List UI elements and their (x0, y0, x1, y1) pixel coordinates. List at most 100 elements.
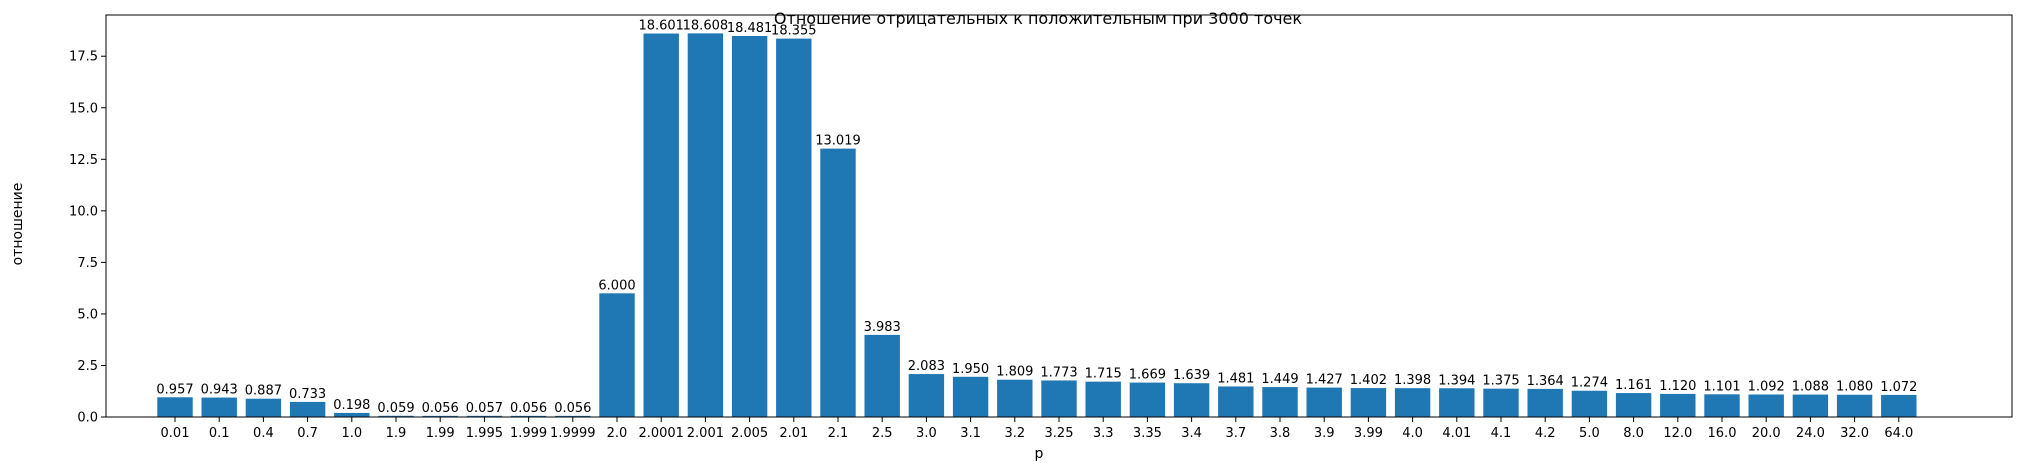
bar (1483, 388, 1519, 417)
bar (731, 36, 768, 417)
y-tick-label: 12.5 (69, 153, 98, 168)
bar (555, 415, 591, 417)
bar (1394, 388, 1431, 417)
bar (157, 397, 193, 417)
x-tick-label: 3.35 (1133, 426, 1162, 441)
bar (908, 374, 945, 417)
data-label: 13.019 (815, 134, 861, 149)
data-label: 3.983 (864, 320, 901, 335)
data-label: 0.056 (510, 401, 547, 416)
bar (1748, 394, 1784, 417)
x-tick-label: 4.0 (1402, 426, 1423, 441)
x-tick-label: 1.995 (466, 426, 503, 441)
y-tick-label: 7.5 (77, 256, 98, 271)
x-tick-label: 2.001 (687, 426, 724, 441)
data-label: 1.080 (1836, 380, 1873, 395)
bar (1041, 380, 1077, 417)
x-tick-label: 4.01 (1442, 426, 1471, 441)
x-tick-label: 3.0 (916, 426, 937, 441)
x-tick-label: 5.0 (1579, 426, 1600, 441)
data-label: 18.355 (771, 24, 817, 39)
data-label: 1.120 (1659, 379, 1696, 394)
x-tick-label: 20.0 (1752, 426, 1781, 441)
bar (422, 415, 458, 417)
data-label: 0.943 (201, 383, 238, 398)
bar (1218, 386, 1254, 417)
data-label: 0.056 (554, 401, 591, 416)
x-tick-label: 16.0 (1708, 426, 1737, 441)
x-tick-label: 3.2 (1004, 426, 1025, 441)
data-labels-group: 0.957 0.943 0.887 0.733 0.198 0.059 0.056 0.057… (156, 18, 1917, 415)
bar (378, 415, 414, 417)
data-label: 1.394 (1438, 373, 1475, 388)
bar (687, 33, 724, 418)
x-tick-label: 0.1 (209, 426, 230, 441)
x-tick-label: 32.0 (1840, 426, 1869, 441)
y-axis-label: отношение (10, 183, 26, 266)
bar (1704, 394, 1740, 417)
x-tick-label: 4.2 (1535, 426, 1556, 441)
y-tick-label: 0.0 (77, 411, 98, 426)
data-label: 0.887 (245, 384, 282, 399)
x-axis: 0.01 0.1 0.4 0.7 1.0 1.9 1.99 1.995 1.999 1.9999 2… (161, 417, 1913, 441)
y-tick-label: 10.0 (69, 204, 98, 219)
data-label: 0.056 (422, 401, 459, 416)
x-tick-label: 0.7 (297, 426, 318, 441)
bar (1527, 388, 1563, 417)
data-label: 1.809 (996, 365, 1033, 380)
bar (997, 379, 1033, 417)
data-label: 1.427 (1306, 373, 1343, 388)
data-label: 18.601 (638, 19, 684, 34)
y-tick-label: 2.5 (77, 359, 98, 374)
x-tick-label: 3.1 (960, 426, 981, 441)
x-tick-label: 4.1 (1491, 426, 1512, 441)
x-tick-label: 2.005 (731, 426, 768, 441)
data-label: 1.375 (1482, 374, 1519, 389)
bar (1615, 393, 1652, 417)
bar (1173, 383, 1210, 417)
x-tick-label: 0.4 (253, 426, 274, 441)
data-label: 1.274 (1571, 376, 1608, 391)
data-label: 2.083 (908, 359, 945, 374)
data-label: 1.481 (1217, 371, 1254, 386)
bar (1085, 381, 1121, 417)
data-label: 1.402 (1350, 373, 1387, 388)
plot-frame (105, 14, 2013, 418)
bars-group (157, 33, 1917, 418)
x-tick-label: 24.0 (1796, 426, 1825, 441)
data-label: 0.733 (289, 387, 326, 402)
data-label: 1.773 (1040, 365, 1077, 380)
chart-title: Отношение отрицательных к положительным … (774, 9, 1302, 28)
x-tick-label: 3.8 (1270, 426, 1291, 441)
x-tick-label: 2.0 (607, 426, 628, 441)
bar (466, 415, 503, 417)
x-tick-label: 2.1 (828, 426, 849, 441)
bar (245, 398, 282, 417)
data-label: 0.059 (377, 401, 414, 416)
data-label: 1.364 (1527, 374, 1564, 389)
y-tick-label: 17.5 (69, 50, 98, 65)
y-axis: 0.0 2.5 5.0 7.5 10.0 12.5 15.0 17.5 (69, 50, 106, 426)
bar (289, 401, 326, 417)
data-label: 1.950 (952, 362, 989, 377)
bar (1792, 394, 1829, 417)
x-tick-label: 1.9999 (550, 426, 596, 441)
x-tick-label: 1.999 (510, 426, 547, 441)
bar (776, 38, 812, 417)
bar (1129, 382, 1166, 417)
x-tick-label: 2.01 (779, 426, 808, 441)
x-tick-label: 3.25 (1045, 426, 1074, 441)
x-tick-label: 12.0 (1663, 426, 1692, 441)
bar (864, 334, 900, 417)
data-label: 1.101 (1703, 379, 1740, 394)
data-label: 1.161 (1615, 378, 1652, 393)
bar (643, 33, 679, 417)
bar (201, 397, 237, 417)
data-label: 1.088 (1792, 380, 1829, 395)
data-label: 1.449 (1261, 372, 1298, 387)
x-tick-label: 2.0001 (638, 426, 684, 441)
x-tick-label: 1.9 (386, 426, 407, 441)
x-tick-label: 1.99 (426, 426, 455, 441)
